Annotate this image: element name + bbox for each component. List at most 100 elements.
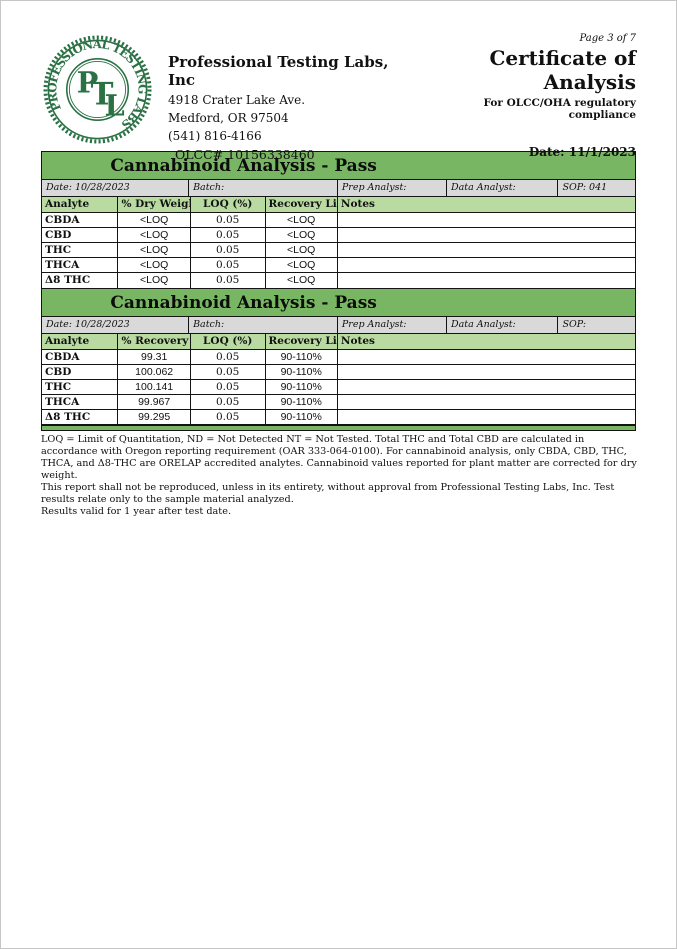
value-cell: <LOQ bbox=[118, 273, 191, 288]
meta-batch: Batch: bbox=[189, 180, 338, 196]
meta-data-analyst: Data Analyst: bbox=[447, 317, 559, 333]
company-address-line2: Medford, OR 97504 bbox=[168, 111, 289, 125]
column-header-recovery-limits: Recovery Limits bbox=[266, 334, 338, 349]
column-header-analyte: Analyte bbox=[42, 334, 119, 349]
loq-cell: 0.05 bbox=[191, 380, 266, 394]
limits-cell: 90-110% bbox=[266, 350, 338, 364]
meta-data-analyst: Data Analyst: bbox=[447, 180, 559, 196]
company-olcc-number: OLCC# 10156338460 bbox=[175, 147, 315, 162]
limits-cell: 90-110% bbox=[266, 395, 338, 409]
logo-monogram-t: T bbox=[91, 76, 114, 112]
limits-cell: <LOQ bbox=[266, 243, 338, 257]
meta-date: Date: 10/28/2023 bbox=[42, 180, 190, 196]
limits-cell: <LOQ bbox=[266, 258, 338, 272]
page-indicator: Page 3 of 7 bbox=[579, 33, 636, 44]
loq-cell: 0.05 bbox=[191, 258, 266, 272]
limits-cell: 90-110% bbox=[266, 410, 338, 424]
column-header-loq: LOQ (%) bbox=[191, 197, 266, 212]
page-header: PROFESSIONAL TESTING LABS P T L Professi… bbox=[41, 29, 637, 162]
footnotes: LOQ = Limit of Quantitation, ND = Not De… bbox=[41, 434, 638, 518]
table-row: CBDA 99.31 0.05 90-110% bbox=[42, 350, 635, 365]
table-title: Cannabinoid Analysis - Pass bbox=[110, 156, 377, 176]
company-info: Professional Testing Labs, Inc 4918 Crat… bbox=[168, 53, 413, 162]
meta-prep-analyst: Prep Analyst: bbox=[338, 180, 447, 196]
table-row: THC <LOQ 0.05 <LOQ bbox=[42, 243, 635, 258]
company-name: Professional Testing Labs, Inc bbox=[168, 53, 389, 89]
analyte-cell: Δ8 THC bbox=[42, 410, 119, 424]
value-cell: <LOQ bbox=[118, 213, 191, 227]
certificate-header: Page 3 of 7 Certificate of Analysis For … bbox=[413, 33, 637, 159]
analyte-cell: CBD bbox=[42, 228, 119, 242]
analyte-cell: THC bbox=[42, 380, 119, 394]
notes-cell bbox=[338, 258, 635, 272]
value-cell: <LOQ bbox=[118, 258, 191, 272]
cannabinoid-analysis-table-dry-weight: Cannabinoid Analysis - Pass Date: 10/28/… bbox=[41, 151, 636, 289]
meta-batch: Batch: bbox=[189, 317, 338, 333]
loq-cell: 0.05 bbox=[191, 365, 266, 379]
loq-cell: 0.05 bbox=[191, 350, 266, 364]
value-cell: <LOQ bbox=[118, 243, 191, 257]
value-cell: 100.141 bbox=[118, 380, 191, 394]
footnote-validity: Results valid for 1 year after test date… bbox=[41, 506, 232, 517]
column-header-dry-weight: % Dry Weight bbox=[118, 197, 191, 212]
meta-prep-analyst: Prep Analyst: bbox=[338, 317, 447, 333]
ptl-logo: PROFESSIONAL TESTING LABS P T L bbox=[41, 33, 154, 151]
table-meta-row: Date: 10/28/2023 Batch: Prep Analyst: Da… bbox=[42, 180, 635, 197]
table-bottom-bar bbox=[42, 425, 635, 430]
meta-sop: SOP: 041 bbox=[562, 182, 608, 193]
column-header-loq: LOQ (%) bbox=[191, 334, 266, 349]
column-header-notes: Notes bbox=[340, 335, 375, 347]
loq-cell: 0.05 bbox=[191, 243, 266, 257]
analyte-cell: THC bbox=[42, 243, 119, 257]
table-row: CBD 100.062 0.05 90-110% bbox=[42, 365, 635, 380]
table-header-row: Analyte % Recovery LOQ (%) Recovery Limi… bbox=[42, 334, 635, 350]
logo-monogram-p: P bbox=[77, 65, 99, 99]
table-row: THCA 99.967 0.05 90-110% bbox=[42, 395, 635, 410]
column-header-notes: Notes bbox=[340, 198, 375, 210]
loq-cell: 0.05 bbox=[191, 395, 266, 409]
certificate-subtitle: For OLCC/OHA regulatory compliance bbox=[483, 97, 637, 121]
analyte-cell: THCA bbox=[42, 258, 119, 272]
value-cell: 99.31 bbox=[118, 350, 191, 364]
loq-cell: 0.05 bbox=[191, 213, 266, 227]
loq-cell: 0.05 bbox=[191, 228, 266, 242]
table-row: THC 100.141 0.05 90-110% bbox=[42, 380, 635, 395]
table-title-bar: Cannabinoid Analysis - Pass bbox=[42, 289, 635, 317]
value-cell: 99.967 bbox=[118, 395, 191, 409]
limits-cell: <LOQ bbox=[266, 273, 338, 288]
table-title-bar: Cannabinoid Analysis - Pass bbox=[42, 152, 635, 180]
column-header-recovery: % Recovery bbox=[118, 334, 191, 349]
table-row: THCA <LOQ 0.05 <LOQ bbox=[42, 258, 635, 273]
loq-cell: 0.05 bbox=[191, 410, 266, 424]
certificate-title: Certificate of Analysis bbox=[489, 46, 636, 94]
notes-cell bbox=[338, 350, 635, 364]
meta-date: Date: 10/28/2023 bbox=[42, 317, 190, 333]
notes-cell bbox=[338, 380, 635, 394]
analyte-cell: CBDA bbox=[42, 213, 119, 227]
notes-cell bbox=[338, 395, 635, 409]
table-title: Cannabinoid Analysis - Pass bbox=[110, 293, 377, 313]
report-date: Date: 11/1/2023 bbox=[528, 145, 636, 159]
table-header-row: Analyte % Dry Weight LOQ (%) Recovery Li… bbox=[42, 197, 635, 213]
notes-cell bbox=[338, 213, 635, 227]
table-row: Δ8 THC <LOQ 0.05 <LOQ bbox=[42, 273, 635, 288]
ptl-seal-icon: PROFESSIONAL TESTING LABS P T L bbox=[43, 35, 152, 144]
notes-cell bbox=[338, 410, 635, 424]
limits-cell: <LOQ bbox=[266, 228, 338, 242]
cannabinoid-analysis-table-recovery: Cannabinoid Analysis - Pass Date: 10/28/… bbox=[41, 289, 636, 431]
logo-monogram-l: L bbox=[104, 88, 124, 122]
analyte-cell: THCA bbox=[42, 395, 119, 409]
analyte-cell: CBDA bbox=[42, 350, 119, 364]
analyte-cell: CBD bbox=[42, 365, 119, 379]
company-address-line1: 4918 Crater Lake Ave. bbox=[168, 93, 306, 107]
analyte-cell: Δ8 THC bbox=[42, 273, 119, 288]
meta-sop: SOP: bbox=[562, 319, 587, 330]
limits-cell: <LOQ bbox=[266, 213, 338, 227]
table-row: CBD <LOQ 0.05 <LOQ bbox=[42, 228, 635, 243]
company-phone: (541) 816-4166 bbox=[168, 129, 262, 143]
table-row: Δ8 THC 99.295 0.05 90-110% bbox=[42, 410, 635, 425]
table-row: CBDA <LOQ 0.05 <LOQ bbox=[42, 213, 635, 228]
footnote-loq-definition: LOQ = Limit of Quantitation, ND = Not De… bbox=[41, 434, 637, 481]
notes-cell bbox=[338, 243, 635, 257]
